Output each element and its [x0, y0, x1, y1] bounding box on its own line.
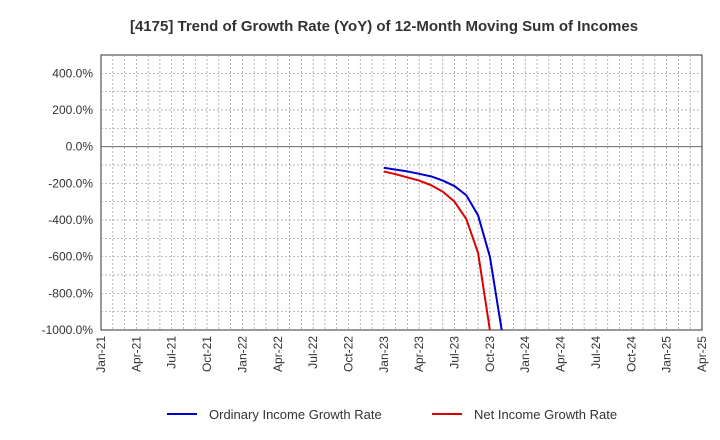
x-tick-label: Apr-24 — [554, 336, 568, 372]
legend: Ordinary Income Growth Rate Net Income Gr… — [167, 407, 617, 422]
y-axis-ticks: 400.0% 200.0% 0.0% -200.0% -400.0% -600.0% -80… — [42, 66, 94, 337]
y-tick-label: -800.0% — [48, 286, 93, 300]
x-tick-label: Jul-23 — [448, 336, 462, 369]
ordinary-income-growth-line — [383, 166, 503, 331]
x-tick-label: Jul-21 — [165, 336, 179, 369]
grid — [101, 55, 702, 330]
y-tick-label: 400.0% — [52, 66, 93, 80]
x-tick-label: Oct-21 — [200, 336, 214, 372]
series-layer — [383, 166, 503, 331]
x-tick-label: Jan-21 — [94, 336, 108, 373]
y-tick-label: -400.0% — [48, 213, 93, 227]
x-tick-label: Jan-24 — [518, 336, 532, 373]
x-tick-label: Apr-22 — [271, 336, 285, 372]
x-tick-label: Jan-23 — [377, 336, 391, 373]
x-tick-label: Oct-22 — [341, 336, 355, 372]
plot-area — [100, 54, 703, 331]
x-tick-label: Oct-24 — [624, 336, 638, 372]
y-tick-label: -600.0% — [48, 250, 93, 264]
y-tick-label: -200.0% — [48, 176, 93, 190]
x-tick-label: Jan-25 — [660, 336, 674, 373]
y-tick-label: 200.0% — [52, 103, 93, 117]
x-tick-label: Jul-24 — [589, 336, 603, 369]
legend-label: Ordinary Income Growth Rate — [209, 407, 382, 422]
x-tick-label: Apr-21 — [129, 336, 143, 372]
x-tick-label: Apr-23 — [412, 336, 426, 372]
legend-label: Net Income Growth Rate — [474, 407, 617, 422]
x-tick-label: Jan-22 — [235, 336, 249, 373]
x-tick-label: Oct-23 — [483, 336, 497, 372]
y-tick-label: 0.0% — [66, 140, 94, 154]
x-tick-label: Apr-25 — [695, 336, 709, 372]
net-income-growth-line — [383, 170, 491, 331]
y-tick-label: -1000.0% — [42, 323, 94, 337]
chart-title: [4175] Trend of Growth Rate (YoY) of 12-… — [130, 18, 638, 35]
x-axis-ticks: Jan-21 Apr-21 Jul-21 Oct-21 Jan-22 Apr-22 Jul-… — [94, 336, 709, 373]
x-tick-label: Jul-22 — [306, 336, 320, 369]
